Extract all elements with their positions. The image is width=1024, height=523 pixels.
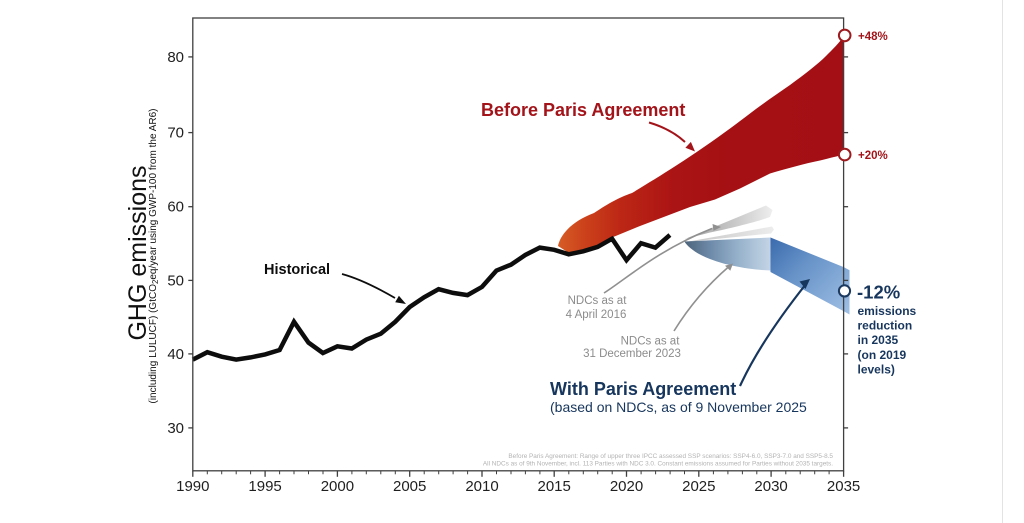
svg-text:1990: 1990 [176,478,209,495]
svg-text:4 April 2016: 4 April 2016 [566,309,627,321]
svg-text:2010: 2010 [465,478,498,495]
svg-text:2000: 2000 [321,478,354,495]
svg-text:(including LULUCF) (GtCO2eq/ye: (including LULUCF) (GtCO2eq/year using G… [148,108,160,403]
svg-text:All NDCs as of 9th November, i: All NDCs as of 9th November, incl. 113 P… [483,461,833,468]
svg-text:Before Paris Agreement: Range: Before Paris Agreement: Range of upper t… [508,453,833,460]
svg-text:2005: 2005 [393,478,426,495]
svg-text:Historical: Historical [264,262,330,278]
svg-text:40: 40 [167,346,184,363]
svg-text:2025: 2025 [682,478,715,495]
svg-text:GHG emissions: GHG emissions [124,165,152,340]
svg-text:reduction: reduction [858,319,913,333]
svg-text:30: 30 [167,420,184,437]
svg-text:+48%: +48% [858,31,888,43]
svg-text:emissions: emissions [858,304,917,318]
svg-text:2035: 2035 [827,478,860,495]
svg-text:With Paris Agreement: With Paris Agreement [550,379,736,399]
svg-text:60: 60 [167,199,184,216]
svg-text:70: 70 [167,125,184,142]
svg-text:Before Paris Agreement: Before Paris Agreement [481,100,685,120]
svg-text:NDCs as at: NDCs as at [568,295,628,307]
svg-text:31 December 2023: 31 December 2023 [583,348,681,360]
svg-text:in 2035: in 2035 [858,333,899,347]
svg-text:(based on NDCs, as of 9 Novemb: (based on NDCs, as of 9 November 2025 [550,399,807,415]
svg-text:50: 50 [167,272,184,289]
svg-text:NDCs as at: NDCs as at [621,336,681,348]
svg-text:2020: 2020 [610,478,643,495]
svg-text:80: 80 [167,49,184,66]
svg-text:(on 2019: (on 2019 [858,348,907,362]
svg-text:1995: 1995 [248,478,281,495]
svg-text:levels): levels) [858,362,895,376]
svg-text:-12%: -12% [857,282,900,303]
svg-text:2030: 2030 [754,478,787,495]
svg-text:2015: 2015 [538,478,571,495]
svg-text:+20%: +20% [858,150,888,162]
